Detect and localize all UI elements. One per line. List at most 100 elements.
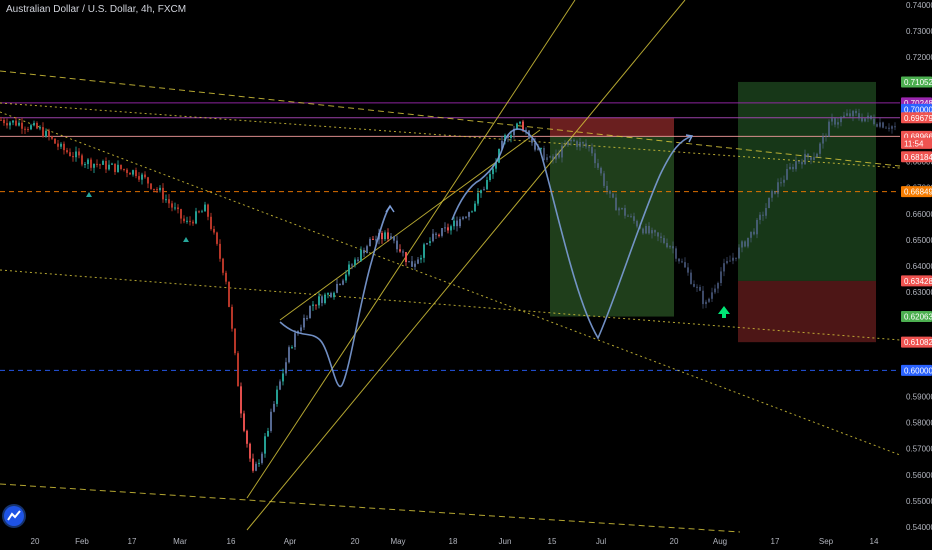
- candle-body: [750, 231, 752, 238]
- candle-body: [510, 135, 512, 138]
- candle-body: [495, 162, 497, 169]
- candle-body: [447, 227, 449, 231]
- candle-body: [72, 155, 74, 158]
- candle-body: [876, 124, 878, 127]
- trend-line-1: [0, 102, 901, 169]
- candle-body: [327, 293, 329, 295]
- candle-body: [369, 238, 371, 247]
- chart-title: Australian Dollar / U.S. Dollar, 4h, FXC…: [6, 4, 187, 15]
- time-tick: Aug: [713, 537, 727, 546]
- candle-body: [231, 306, 233, 329]
- candle-body: [69, 152, 71, 156]
- candle-body: [780, 182, 782, 184]
- candle-body: [267, 430, 269, 437]
- candle-body: [351, 264, 353, 266]
- short-target-zone: [550, 136, 674, 317]
- price-label: 0.70000: [901, 103, 932, 115]
- candle-body: [171, 203, 173, 208]
- candle-body: [705, 301, 707, 305]
- candle-body: [642, 228, 644, 234]
- candle-body: [288, 347, 290, 363]
- candle-body: [717, 283, 719, 289]
- candle-body: [840, 117, 842, 123]
- candle-body: [384, 232, 386, 240]
- candle-body: [414, 263, 416, 267]
- price-label-text: 0.68184: [904, 153, 932, 162]
- candle-body: [339, 283, 341, 285]
- price-label-text: 0.62063: [904, 313, 932, 322]
- candle-body: [198, 211, 200, 213]
- candle-body: [15, 120, 17, 126]
- candle-body: [30, 125, 32, 130]
- candle-body: [99, 164, 101, 166]
- candle-body: [360, 250, 362, 261]
- candle-body: [435, 233, 437, 235]
- candle-body: [675, 248, 677, 259]
- time-tick: May: [390, 537, 405, 546]
- candle-body: [192, 221, 194, 224]
- up-marker-icon: [183, 237, 189, 242]
- candle-body: [402, 251, 404, 253]
- candle-body: [408, 261, 410, 263]
- candle-body: [480, 190, 482, 194]
- time-tick: 20: [351, 537, 360, 546]
- price-label: 0.66849: [901, 186, 932, 198]
- candle-body: [738, 247, 740, 259]
- candle-body: [651, 230, 653, 234]
- candle-body: [744, 241, 746, 247]
- candle-body: [855, 110, 857, 114]
- candle-body: [783, 179, 785, 183]
- short-stop-zone: [550, 117, 674, 137]
- trend-line-0: [0, 70, 901, 167]
- candle-body: [579, 142, 581, 147]
- tradingview-logo-icon[interactable]: [4, 506, 24, 526]
- candle-body: [870, 115, 872, 119]
- candle-body: [138, 176, 140, 180]
- candle-body: [684, 262, 686, 268]
- candle-body: [27, 129, 29, 131]
- candle-body: [6, 123, 8, 126]
- trend-line-4: [0, 111, 901, 456]
- candle-body: [216, 232, 218, 244]
- candle-body: [315, 304, 317, 306]
- candle-body: [243, 413, 245, 431]
- candle-body: [891, 126, 893, 129]
- candle-body: [282, 373, 284, 382]
- candle-body: [729, 260, 731, 262]
- candle-body: [195, 211, 197, 224]
- candle-body: [132, 170, 134, 175]
- candle-body: [573, 139, 575, 142]
- candle-body: [213, 228, 215, 233]
- candle-body: [438, 234, 440, 236]
- candle-body: [273, 403, 275, 412]
- candle-body: [633, 216, 635, 221]
- candle-body: [54, 138, 56, 144]
- candle-body: [759, 214, 761, 220]
- candle-body: [75, 151, 77, 158]
- candle-body: [141, 174, 143, 180]
- trend-line-5: [246, 0, 576, 499]
- candle-body: [66, 150, 68, 153]
- trend-line-2: [0, 269, 901, 341]
- candle-body: [570, 139, 572, 142]
- candle-body: [420, 257, 422, 260]
- candle-body: [0, 119, 2, 121]
- candle-body: [189, 220, 191, 222]
- candle-body: [258, 462, 260, 464]
- candle-body: [822, 135, 824, 144]
- candle-body: [753, 231, 755, 235]
- candle-body: [702, 290, 704, 305]
- candle-body: [126, 169, 128, 173]
- candle-body: [111, 163, 113, 165]
- candle-body: [12, 120, 14, 123]
- candle-body: [726, 261, 728, 264]
- candle-body: [345, 274, 347, 281]
- candle-body: [645, 225, 647, 234]
- price-label-text: 0.70000: [904, 105, 932, 114]
- candle-body: [621, 208, 623, 210]
